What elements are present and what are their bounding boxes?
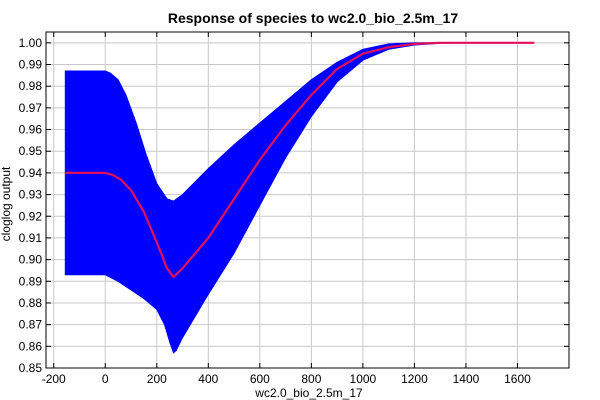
x-tick-label: 400	[198, 372, 218, 386]
y-tick-label: 0.99	[19, 58, 43, 72]
y-tick-label: 0.98	[19, 79, 43, 93]
y-tick-label: 1.00	[19, 36, 43, 50]
x-tick-label: 600	[250, 372, 270, 386]
y-tick-label: 0.89	[19, 274, 43, 288]
y-tick-label: 0.88	[19, 296, 43, 310]
y-tick-label: 0.94	[19, 166, 43, 180]
y-tick-label: 0.97	[19, 101, 43, 115]
x-tick-label: 1000	[350, 372, 377, 386]
x-tick-label: 0	[102, 372, 109, 386]
x-tick-label: 200	[147, 372, 167, 386]
y-tick-label: 0.86	[19, 339, 43, 353]
x-tick-label: 800	[301, 372, 321, 386]
y-tick-label: 0.87	[19, 318, 43, 332]
x-tick-label: -200	[42, 372, 66, 386]
x-tick-label: 1400	[453, 372, 480, 386]
mean-response-line	[65, 41, 535, 279]
y-tick-label: 0.93	[19, 188, 43, 202]
y-tick-label: 0.96	[19, 123, 43, 137]
y-tick-label: 0.92	[19, 209, 43, 223]
x-axis-ticks: -200 0 200 400 600 800 1000 1200 1400 1600	[42, 32, 531, 386]
x-axis-label: wc2.0_bio_2.5m_17	[254, 386, 363, 400]
y-tick-label: 0.91	[19, 231, 43, 245]
y-tick-label: 0.90	[19, 253, 43, 267]
y-tick-label: 0.85	[19, 361, 43, 375]
y-axis-label: cloglog output	[0, 166, 13, 241]
y-tick-label: 0.95	[19, 144, 43, 158]
x-tick-label: 1200	[401, 372, 428, 386]
chart-title: Response of species to wc2.0_bio_2.5m_17	[168, 10, 458, 26]
y-axis-ticks: 0.85 0.86 0.87 0.88 0.89 0.90 0.91 0.92 0.93 0.94…	[19, 36, 569, 375]
x-tick-label: 1600	[504, 372, 531, 386]
plot-frame	[45, 31, 570, 369]
